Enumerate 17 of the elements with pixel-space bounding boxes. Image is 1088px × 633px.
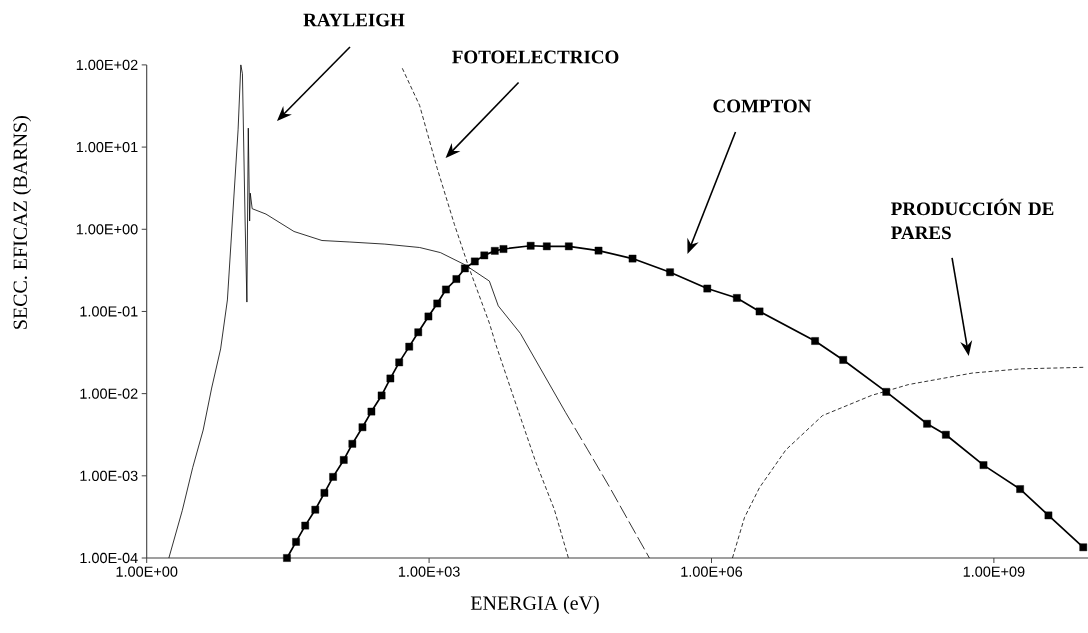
text: RAYLEIGH: [303, 13, 405, 27]
x-tick-label: 1.00E+09: [963, 566, 1025, 577]
y-tick-label: 1.00E-02: [80, 388, 138, 399]
y-tick-label: 1.00E+00: [76, 224, 138, 235]
x-tick-label: 1.00E+03: [398, 566, 460, 577]
y-tick-label: 1.00E-03: [80, 470, 138, 481]
y-tick-label: 1.00E-01: [80, 306, 138, 317]
y-tick-label: 1.00E-04: [80, 552, 138, 564]
y-tick-label: 1.00E+02: [76, 59, 138, 71]
text: FOTOELECTRICO: [452, 50, 619, 64]
annotation: COMPTON: [713, 99, 812, 113]
y-tick-label: 1.00E+01: [76, 141, 138, 153]
x-tick-label: 1.00E+06: [681, 566, 743, 577]
y-axis-title: SECC. EFICAZ (BARNS): [12, 116, 32, 329]
annotation: PRODUCCIÓN DE PARES: [891, 198, 1054, 240]
x-tick-label: 1.00E+00: [116, 566, 178, 577]
x-axis-title: ENERGIA (eV): [470, 595, 599, 614]
